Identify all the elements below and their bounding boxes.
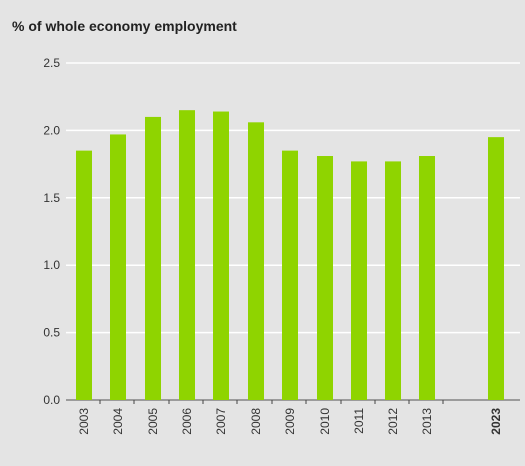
x-tick-label: 2009 [283, 408, 297, 435]
y-tick-label: 0.5 [43, 326, 60, 340]
y-tick-label: 0.0 [43, 393, 60, 407]
bar-2008 [248, 122, 264, 400]
bar-2010 [317, 156, 333, 400]
x-tick-label: 2006 [180, 408, 194, 435]
bar-2007 [213, 111, 229, 400]
chart-title: % of whole economy employment [12, 18, 237, 34]
x-tick-label: 2013 [420, 408, 434, 435]
y-tick-label: 2.5 [43, 56, 60, 70]
x-tick-label: 2010 [318, 408, 332, 435]
x-tick-label: 2004 [111, 408, 125, 435]
bar-2011 [351, 161, 367, 400]
x-tick-label: 2012 [386, 408, 400, 435]
y-tick-label: 2.0 [43, 123, 60, 137]
bar-2013 [419, 156, 435, 400]
x-tick-label: 2007 [214, 408, 228, 435]
bar-2005 [145, 116, 161, 401]
y-tick-label: 1.0 [43, 258, 60, 272]
x-tick-label: 2005 [146, 408, 160, 435]
x-tick-label: 2011 [352, 408, 366, 434]
bar-2023 [488, 137, 504, 400]
y-tick-label: 1.5 [43, 191, 60, 205]
bar-2004 [110, 134, 126, 400]
bar-2003 [76, 150, 92, 400]
bar-2009 [282, 150, 298, 400]
x-tick-label: 2008 [249, 408, 263, 435]
bar-2012 [385, 161, 401, 400]
x-tick-label: 2003 [77, 408, 91, 435]
bar-2006 [179, 110, 195, 401]
x-tick-label: 2023 [489, 408, 503, 435]
